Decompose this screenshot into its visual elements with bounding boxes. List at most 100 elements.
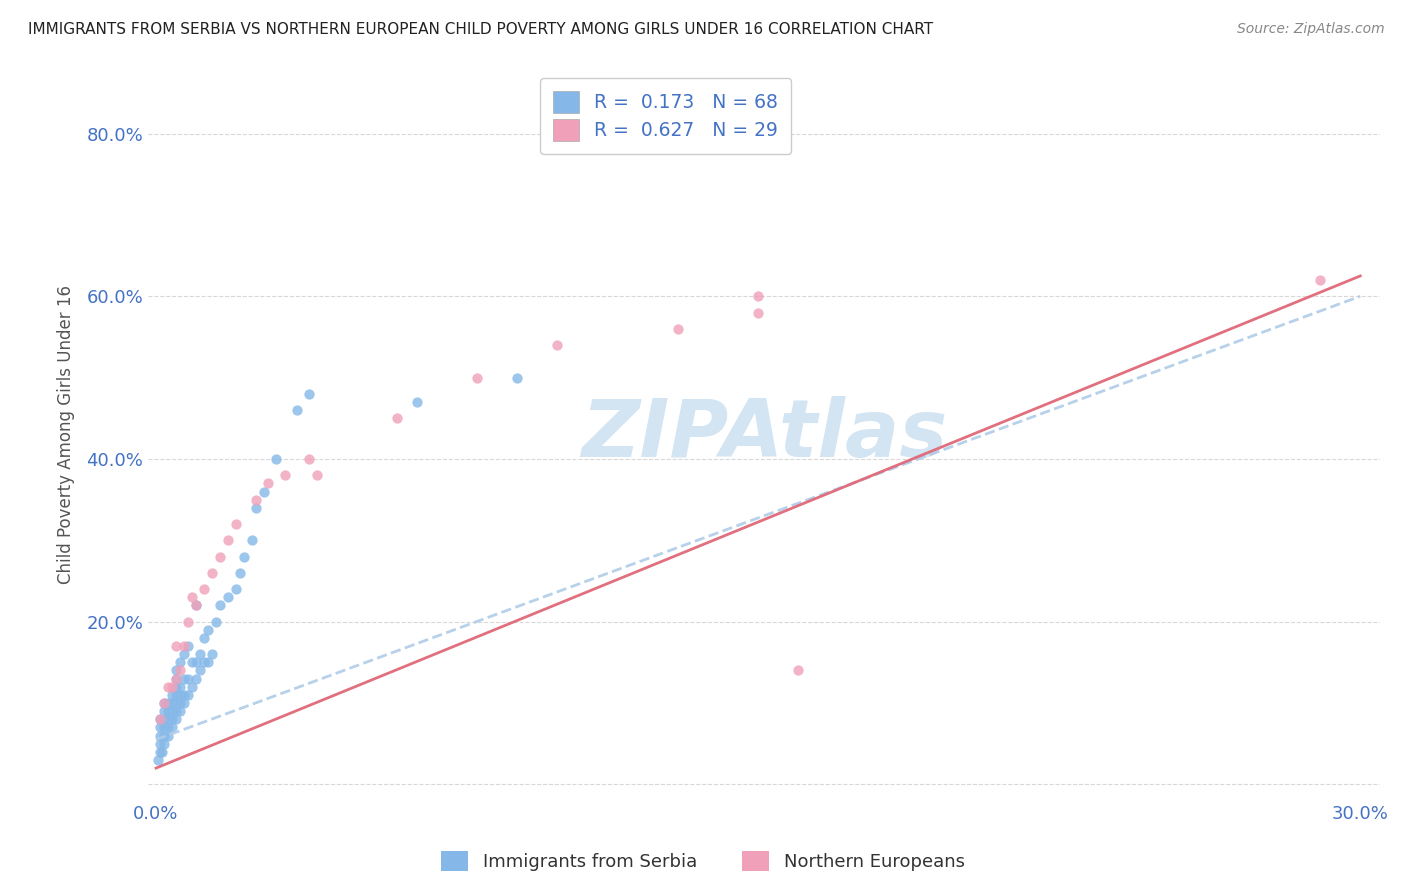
Point (233, 549, 256, 564)
Point (177, 688, 200, 702)
Point (181, 656, 204, 670)
Point (297, 452, 319, 467)
Point (193, 582, 215, 596)
Point (787, 664, 810, 678)
Point (149, 737, 172, 751)
Point (546, 338, 568, 352)
Point (1309, 273, 1331, 287)
Point (229, 566, 252, 580)
Point (165, 712, 187, 726)
Point (245, 492, 267, 507)
Point (406, 395, 429, 409)
Point (169, 656, 191, 670)
Point (188, 647, 211, 661)
Point (153, 729, 176, 743)
Point (160, 680, 183, 694)
Point (257, 476, 280, 491)
Point (165, 704, 187, 718)
Point (169, 680, 191, 694)
Point (165, 672, 187, 686)
Point (165, 664, 187, 678)
Point (173, 672, 195, 686)
Point (153, 704, 176, 718)
Point (177, 672, 200, 686)
Point (666, 322, 689, 336)
Point (305, 468, 328, 483)
Point (149, 712, 172, 726)
Point (465, 370, 488, 384)
Point (186, 656, 208, 670)
Point (165, 688, 187, 702)
Point (153, 696, 176, 710)
Point (177, 615, 200, 629)
Point (157, 680, 180, 694)
Point (173, 647, 195, 661)
Point (150, 745, 173, 759)
Point (253, 484, 276, 499)
Point (169, 696, 191, 710)
Point (297, 387, 319, 401)
Point (149, 729, 172, 743)
Point (217, 533, 239, 548)
Point (157, 729, 180, 743)
Point (209, 599, 232, 613)
Point (266, 452, 288, 467)
Point (146, 753, 169, 767)
Text: ZIPAtlas: ZIPAtlas (581, 395, 948, 474)
Point (201, 647, 224, 661)
Point (173, 688, 195, 702)
Point (160, 696, 183, 710)
Point (149, 712, 172, 726)
Point (165, 680, 187, 694)
Point (160, 720, 183, 734)
Text: IMMIGRANTS FROM SERBIA VS NORTHERN EUROPEAN CHILD POVERTY AMONG GIRLS UNDER 16 C: IMMIGRANTS FROM SERBIA VS NORTHERN EUROP… (28, 22, 934, 37)
Point (197, 656, 219, 670)
Point (193, 631, 215, 645)
Text: Source: ZipAtlas.com: Source: ZipAtlas.com (1237, 22, 1385, 37)
Point (747, 289, 769, 303)
Point (177, 639, 200, 653)
Point (385, 411, 408, 425)
Point (506, 370, 529, 384)
Point (181, 591, 204, 605)
Point (181, 680, 204, 694)
Point (165, 672, 187, 686)
Point (160, 704, 183, 718)
Point (273, 468, 295, 483)
Point (149, 745, 172, 759)
Point (209, 549, 232, 564)
Point (188, 664, 211, 678)
Point (169, 688, 191, 702)
Point (217, 591, 239, 605)
Point (747, 305, 769, 319)
Point (153, 712, 176, 726)
Point (285, 403, 308, 417)
Point (157, 720, 180, 734)
Point (245, 500, 267, 515)
Legend: R =  0.173   N = 68, R =  0.627   N = 29: R = 0.173 N = 68, R = 0.627 N = 29 (540, 78, 792, 154)
Point (149, 720, 172, 734)
Point (153, 737, 176, 751)
Point (160, 688, 183, 702)
Point (205, 615, 228, 629)
Point (165, 639, 187, 653)
Point (157, 712, 180, 726)
Point (169, 664, 191, 678)
Point (160, 712, 183, 726)
Y-axis label: Child Poverty Among Girls Under 16: Child Poverty Among Girls Under 16 (58, 285, 75, 584)
Point (169, 704, 191, 718)
Point (193, 656, 215, 670)
Point (157, 704, 180, 718)
Point (157, 696, 180, 710)
Point (186, 599, 208, 613)
Point (186, 599, 208, 613)
Point (153, 720, 176, 734)
Legend: Immigrants from Serbia, Northern Europeans: Immigrants from Serbia, Northern Europea… (434, 844, 972, 879)
Point (225, 582, 247, 596)
Point (165, 696, 187, 710)
Point (242, 533, 264, 548)
Point (201, 566, 224, 580)
Point (186, 672, 208, 686)
Point (153, 696, 176, 710)
Point (173, 696, 195, 710)
